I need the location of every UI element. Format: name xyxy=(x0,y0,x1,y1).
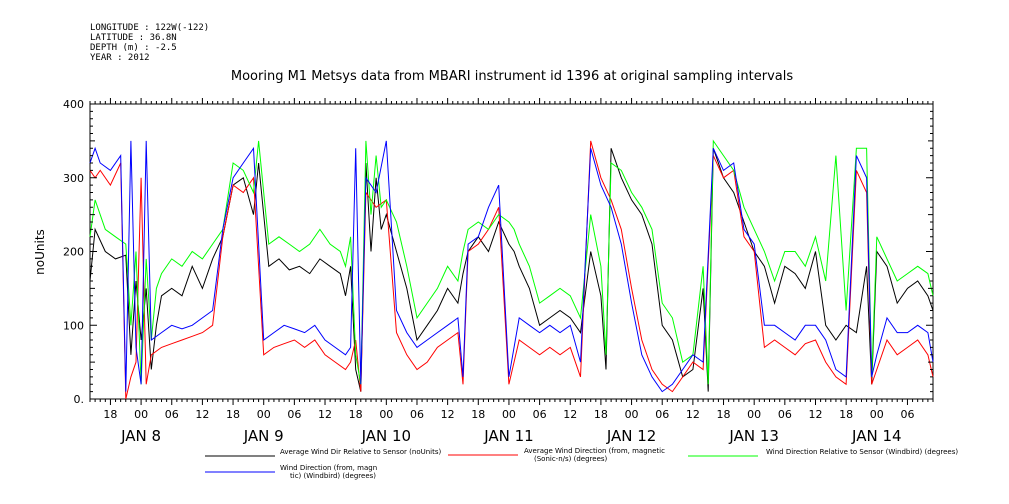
legend-label-1: Average Wind Direction (from, magnetic xyxy=(524,447,665,455)
x-tick-label: 12 xyxy=(441,408,455,421)
x-tick-label: 06 xyxy=(410,408,424,421)
x-tick-label: 00 xyxy=(747,408,761,421)
x-tick-label: 00 xyxy=(379,408,393,421)
series-line-0 xyxy=(89,148,934,392)
chart-title: Mooring M1 Metsys data from MBARI instru… xyxy=(231,69,793,84)
x-day-label: JAN 14 xyxy=(851,427,902,445)
x-tick-label: 18 xyxy=(349,408,363,421)
series-line-2 xyxy=(89,139,934,385)
series-line-3 xyxy=(89,140,934,393)
legend: Average Wind Dir Relative to Sensor (noU… xyxy=(205,447,958,480)
x-tick-label: 06 xyxy=(900,408,914,421)
x-tick-label: 18 xyxy=(226,408,240,421)
longitude-text: LONGITUDE : 122W(-122) xyxy=(90,23,209,33)
metadata-block: LONGITUDE : 122W(-122) LATITUDE : 36.8N … xyxy=(90,23,209,63)
year-text: YEAR : 2012 xyxy=(90,53,150,63)
y-tick-label: 300 xyxy=(63,172,84,185)
x-day-label: JAN 12 xyxy=(606,427,657,445)
x-tick-label: 06 xyxy=(287,408,301,421)
legend-label-3: Wind Direction (from, magn xyxy=(280,464,377,472)
x-tick-label: 12 xyxy=(563,408,577,421)
x-tick-label: 06 xyxy=(165,408,179,421)
x-day-label: JAN 9 xyxy=(243,427,284,445)
legend-label-3: tic) (Windbird) (degrees) xyxy=(290,472,376,480)
x-tick-label: 00 xyxy=(625,408,639,421)
legend-label-0: Average Wind Dir Relative to Sensor (noU… xyxy=(280,448,441,456)
x-tick-label: 12 xyxy=(318,408,332,421)
y-tick-label: 400 xyxy=(63,98,84,111)
x-tick-label: 12 xyxy=(686,408,700,421)
x-tick-label: 00 xyxy=(257,408,271,421)
x-tick-label: 06 xyxy=(778,408,792,421)
x-tick-label: 00 xyxy=(134,408,148,421)
latitude-text: LATITUDE : 36.8N xyxy=(90,33,177,43)
x-tick-label: 12 xyxy=(808,408,822,421)
x-tick-label: 18 xyxy=(717,408,731,421)
y-tick-label: 0. xyxy=(74,393,85,406)
x-tick-label: 18 xyxy=(594,408,608,421)
x-day-label: JAN 10 xyxy=(361,427,412,445)
legend-label-1: (Sonic-n/s) (degrees) xyxy=(534,455,608,463)
x-tick-label: 00 xyxy=(870,408,884,421)
x-day-label: JAN 13 xyxy=(728,427,779,445)
y-tick-label: 200 xyxy=(63,246,84,259)
x-tick-label: 18 xyxy=(471,408,485,421)
depth-text: DEPTH (m) : -2.5 xyxy=(90,43,177,53)
x-tick-label: 00 xyxy=(502,408,516,421)
legend-label-2: Wind Direction Relative to Sensor (Windb… xyxy=(766,448,958,456)
series-layer xyxy=(89,139,934,400)
x-axis: 18 00 06 12 18 00 06 12 18 00 06 12 18 00 06 12 18 00 06 12… xyxy=(89,98,934,445)
x-day-label: JAN 8 xyxy=(120,427,161,445)
x-tick-label: 12 xyxy=(195,408,209,421)
x-day-label: JAN 11 xyxy=(483,427,534,445)
x-tick-label: 06 xyxy=(533,408,547,421)
x-tick-label: 18 xyxy=(103,408,117,421)
y-axis-label: noUnits xyxy=(33,229,47,275)
series-line-1 xyxy=(89,140,934,400)
x-tick-label: 06 xyxy=(655,408,669,421)
y-tick-label: 100 xyxy=(63,319,84,332)
x-tick-label: 18 xyxy=(839,408,853,421)
y-axis: 0. 100 200 300 400 xyxy=(63,98,933,406)
